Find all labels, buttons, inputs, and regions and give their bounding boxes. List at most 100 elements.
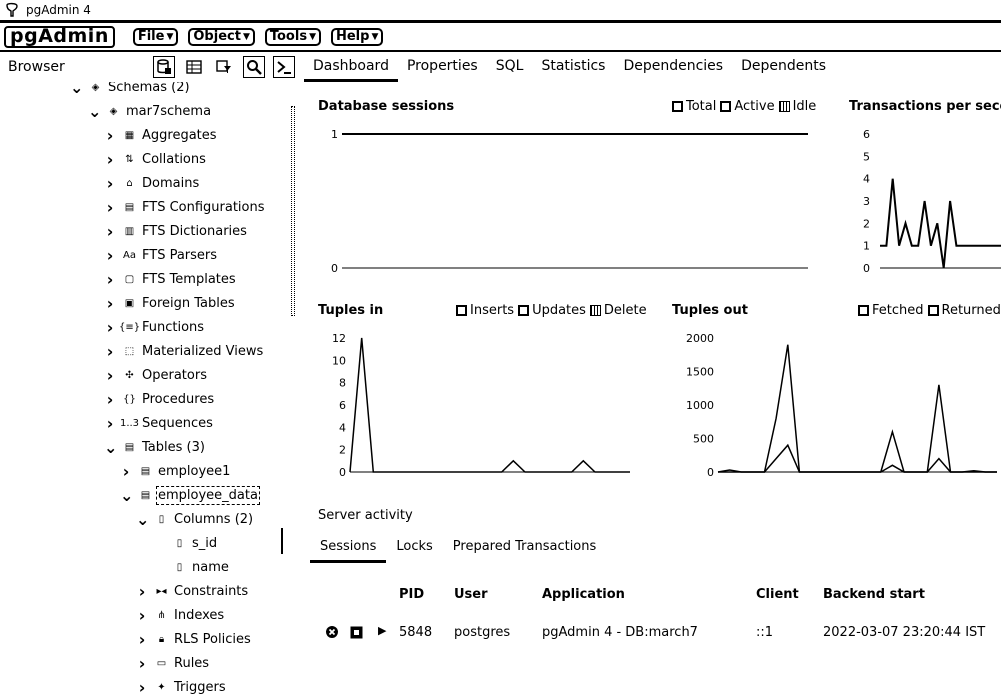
tree-item-label: Collations bbox=[142, 151, 206, 167]
legend-inserts-label: Inserts bbox=[470, 303, 515, 318]
object-explorer-button[interactable] bbox=[153, 56, 175, 78]
terminate-session-icon[interactable] bbox=[350, 626, 363, 639]
tree-item-operators[interactable]: › ✣ Operators bbox=[104, 365, 207, 385]
chevron-right-icon[interactable]: › bbox=[138, 653, 146, 673]
chevron-right-icon[interactable]: › bbox=[106, 173, 114, 193]
tree-item-fts-configurations[interactable]: › ▤ FTS Configurations bbox=[104, 197, 265, 217]
chevron-right-icon[interactable]: › bbox=[106, 197, 114, 217]
column-header-client[interactable]: Client bbox=[756, 587, 799, 602]
chevron-down-icon[interactable]: ⌄ bbox=[120, 485, 134, 505]
chevron-right-icon[interactable]: › bbox=[106, 317, 114, 337]
chevron-right-icon[interactable]: › bbox=[106, 221, 114, 241]
fts-templates-icon: ▢ bbox=[124, 273, 135, 285]
tree-item-fts-parsers[interactable]: › Aa FTS Parsers bbox=[104, 245, 217, 265]
tree-item-fts-dictionaries[interactable]: › ▥ FTS Dictionaries bbox=[104, 221, 247, 241]
menu-help[interactable]: Help ▼ bbox=[330, 27, 384, 46]
column-header-backend-start[interactable]: Backend start bbox=[823, 587, 925, 602]
psql-tool-button[interactable] bbox=[273, 56, 295, 78]
sessions-chart-title: Database sessions bbox=[318, 99, 455, 114]
filtered-rows-button[interactable] bbox=[213, 56, 235, 78]
tree-item-procedures[interactable]: › {} Procedures bbox=[104, 389, 214, 409]
tab-prepared-transactions[interactable]: Prepared Transactions bbox=[452, 539, 597, 554]
chevron-right-icon[interactable]: › bbox=[106, 341, 114, 361]
chevron-down-icon[interactable]: ⌄ bbox=[104, 437, 118, 457]
tab-locks[interactable]: Locks bbox=[396, 539, 433, 554]
tree-item-rls-policies[interactable]: › 🔒︎ RLS Policies bbox=[136, 629, 251, 649]
y-tick-label: 1500 bbox=[686, 366, 714, 379]
tree-item-functions[interactable]: › {≡} Functions bbox=[104, 317, 204, 337]
chevron-right-icon[interactable]: › bbox=[106, 413, 114, 433]
search-objects-button[interactable] bbox=[243, 56, 265, 78]
legend-total[interactable]: Total bbox=[672, 99, 716, 114]
chevron-right-icon[interactable]: › bbox=[138, 581, 146, 601]
legend-idle[interactable]: Idle bbox=[778, 99, 816, 114]
legend-swatch bbox=[927, 305, 939, 316]
tree-item-s-id[interactable]: ▯ s_id bbox=[154, 533, 217, 553]
tree-item-fts-templates[interactable]: › ▢ FTS Templates bbox=[104, 269, 236, 289]
column-header-user[interactable]: User bbox=[454, 587, 488, 602]
tree-item-materialized-views[interactable]: › ⬚ Materialized Views bbox=[104, 341, 264, 361]
tab-dashboard[interactable]: Dashboard bbox=[304, 52, 398, 82]
chevron-right-icon[interactable]: › bbox=[122, 461, 130, 481]
chevron-down-icon[interactable]: ⌄ bbox=[88, 101, 102, 121]
legend-delete[interactable]: Delete bbox=[589, 303, 647, 318]
expand-row-icon[interactable]: ▶ bbox=[378, 624, 387, 637]
tree-scrollbar[interactable] bbox=[291, 106, 295, 316]
tab-statistics[interactable]: Statistics bbox=[541, 58, 606, 74]
view-data-button[interactable] bbox=[183, 56, 205, 78]
tree-item-collations[interactable]: › ⇅ Collations bbox=[104, 149, 206, 169]
tree-item-rules[interactable]: › ▭ Rules bbox=[136, 653, 209, 673]
chevron-right-icon[interactable]: › bbox=[106, 125, 114, 145]
menu-object[interactable]: Object ▼ bbox=[188, 27, 255, 46]
tree-item-indexes[interactable]: › ⋔ Indexes bbox=[136, 605, 224, 625]
tree-item-label: FTS Dictionaries bbox=[142, 223, 247, 239]
column-header-application[interactable]: Application bbox=[542, 587, 625, 602]
chevron-right-icon[interactable]: › bbox=[106, 245, 114, 265]
tree-item-label: Columns (2) bbox=[174, 511, 254, 527]
panel-splitter[interactable] bbox=[281, 528, 283, 554]
tab-dependents[interactable]: Dependents bbox=[741, 58, 827, 74]
tree-item-tables-3[interactable]: ⌄ ▤ Tables (3) bbox=[104, 437, 205, 457]
menu-file[interactable]: File ▼ bbox=[132, 27, 179, 46]
tables-icon: ▤ bbox=[124, 441, 135, 453]
chevron-right-icon[interactable]: › bbox=[138, 605, 146, 625]
tree-item-columns-2[interactable]: ⌄ ▯ Columns (2) bbox=[136, 509, 253, 529]
tree-item-foreign-tables[interactable]: › ▣ Foreign Tables bbox=[104, 293, 235, 313]
chevron-right-icon[interactable]: › bbox=[106, 365, 114, 385]
chevron-right-icon[interactable]: › bbox=[138, 629, 146, 649]
chevron-right-icon[interactable]: › bbox=[106, 293, 114, 313]
legend-active[interactable]: Active bbox=[720, 99, 775, 114]
title-bar: pgAdmin 4 bbox=[0, 0, 1001, 20]
tree-item-employee1[interactable]: › ▤ employee1 bbox=[120, 461, 231, 481]
tab-sql[interactable]: SQL bbox=[495, 58, 524, 74]
tree-item-constraints[interactable]: › ▸◂ Constraints bbox=[136, 581, 248, 601]
tree-item-sequences[interactable]: › 1..3 Sequences bbox=[104, 413, 213, 433]
cancel-query-icon[interactable] bbox=[325, 625, 339, 639]
tab-sessions[interactable]: Sessions bbox=[310, 535, 387, 563]
tab-properties[interactable]: Properties bbox=[406, 58, 478, 74]
tree-item-label: Materialized Views bbox=[142, 343, 264, 359]
tree-item-aggregates[interactable]: › ▦ Aggregates bbox=[104, 125, 217, 145]
chevron-down-icon[interactable]: ⌄ bbox=[136, 509, 150, 529]
legend-updates[interactable]: Updates bbox=[518, 303, 586, 318]
legend-fetched[interactable]: Fetched bbox=[858, 303, 924, 318]
tree-item-name[interactable]: ▯ name bbox=[154, 557, 229, 577]
column-header-pid[interactable]: PID bbox=[399, 587, 425, 602]
chevron-down-icon[interactable]: ⌄ bbox=[70, 82, 84, 97]
tree-item-employee-data[interactable]: ⌄ ▤ employee_data bbox=[120, 485, 260, 505]
chevron-right-icon[interactable]: › bbox=[106, 269, 114, 289]
chevron-right-icon[interactable]: › bbox=[138, 677, 146, 697]
y-tick-label: 3 bbox=[863, 195, 870, 208]
chevron-right-icon[interactable]: › bbox=[106, 389, 114, 409]
server-activity-title: Server activity bbox=[318, 508, 413, 523]
tree-item-triggers[interactable]: › ✦ Triggers bbox=[136, 677, 226, 697]
tree-item-mar7schema[interactable]: ⌄ ◈ mar7schema bbox=[88, 101, 211, 121]
menu-help-label: Help bbox=[335, 28, 370, 44]
tree-item-schemas-2[interactable]: ⌄ ◈ Schemas (2) bbox=[70, 82, 190, 97]
chevron-right-icon[interactable]: › bbox=[106, 149, 114, 169]
menu-tools[interactable]: Tools ▼ bbox=[264, 27, 321, 46]
legend-inserts[interactable]: Inserts bbox=[456, 303, 514, 318]
tab-dependencies[interactable]: Dependencies bbox=[623, 58, 724, 74]
tree-item-domains[interactable]: › ⌂ Domains bbox=[104, 173, 200, 193]
legend-returned[interactable]: Returned bbox=[927, 303, 1001, 318]
